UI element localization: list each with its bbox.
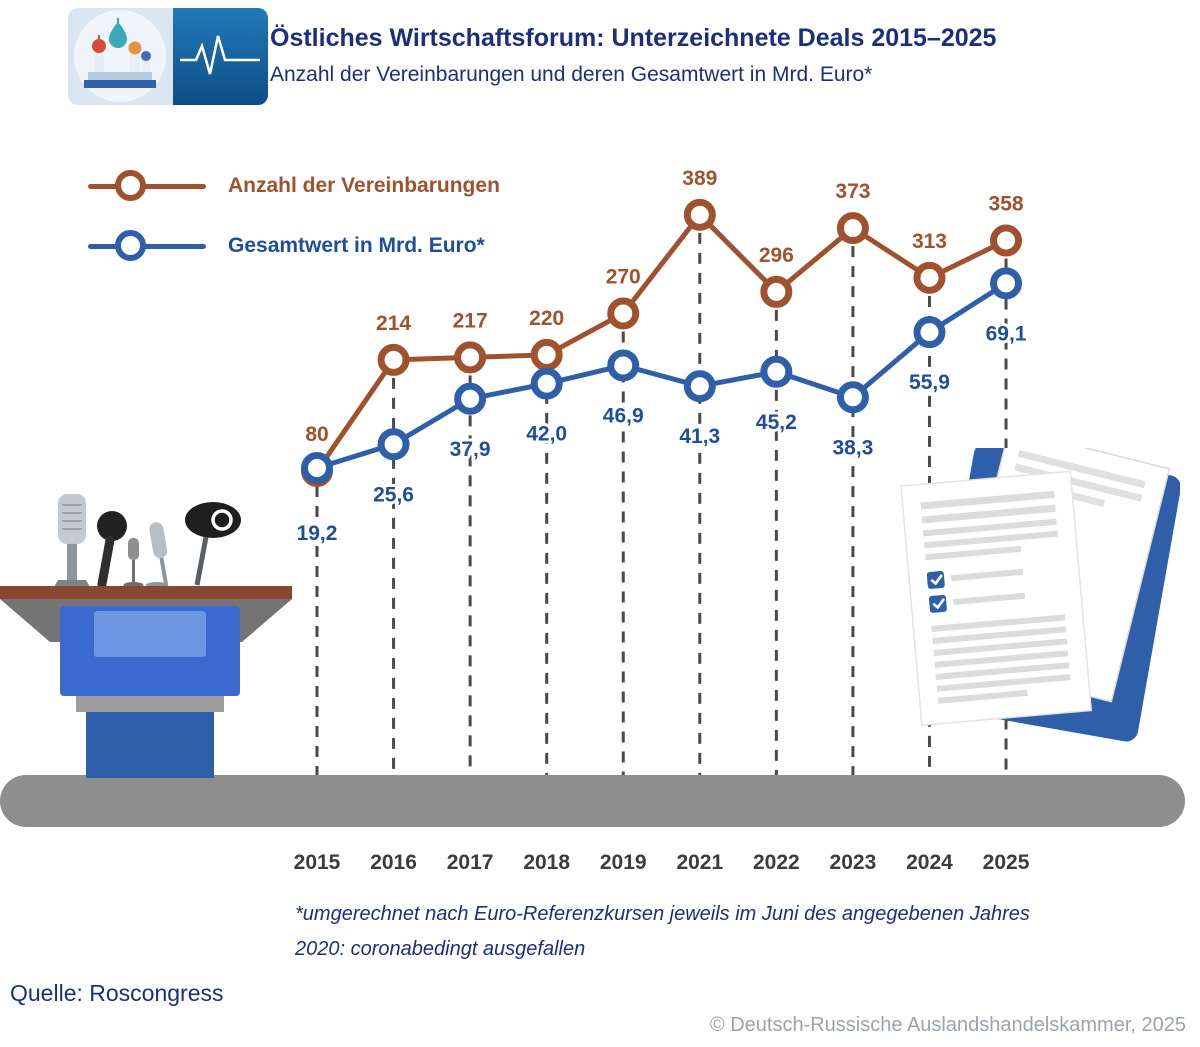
- microphones-icon: [54, 494, 241, 589]
- value-label: 358: [989, 193, 1024, 216]
- podium-ledge: [76, 696, 224, 712]
- data-point-marker: [607, 297, 640, 330]
- value-label: 45,2: [756, 411, 797, 434]
- year-label: 2016: [370, 851, 417, 874]
- floor-bar: [0, 775, 1185, 827]
- value-label: 220: [529, 307, 564, 330]
- data-point-marker: [454, 341, 487, 374]
- value-label: 313: [912, 230, 947, 253]
- legend: Anzahl der Vereinbarungen Gesamtwert in …: [88, 166, 500, 286]
- value-label: 80: [305, 423, 328, 446]
- data-point-marker: [990, 224, 1023, 257]
- year-label: 2024: [906, 851, 953, 874]
- value-label: 296: [759, 244, 794, 267]
- paper-front: [900, 470, 1093, 727]
- data-point-marker: [760, 355, 793, 388]
- podium-illustration: [0, 494, 292, 778]
- logo-pulse-panel: [173, 8, 268, 105]
- value-label: 214: [376, 312, 411, 335]
- value-label: 38,3: [832, 436, 873, 459]
- documents-illustration: [900, 448, 1180, 742]
- year-label: 2017: [447, 851, 494, 874]
- legend-label-gesamtwert: Gesamtwert in Mrd. Euro*: [228, 234, 485, 257]
- value-label: 42,0: [526, 423, 567, 446]
- legend-label-anzahl: Anzahl der Vereinbarungen: [228, 174, 500, 197]
- value-label: 373: [835, 180, 870, 203]
- value-label: 389: [682, 167, 717, 190]
- footnotes: *umgerechnet nach Euro-Referenzkursen je…: [295, 897, 1030, 967]
- data-point-marker: [301, 454, 333, 487]
- data-point-marker: [760, 275, 793, 308]
- data-point-marker: [301, 451, 333, 484]
- data-point-marker: [990, 267, 1023, 300]
- st-basils-cathedral-icon: [84, 18, 156, 88]
- year-label: 2021: [676, 851, 723, 874]
- year-label: 2015: [294, 851, 341, 874]
- value-label: 55,9: [909, 371, 950, 394]
- legend-marker-brown-icon: [88, 166, 206, 206]
- data-point-marker: [913, 261, 946, 294]
- data-point-marker: [836, 381, 869, 414]
- year-label: 2019: [600, 851, 647, 874]
- podium-desk-top: [0, 586, 292, 599]
- heartbeat-pulse-icon: [180, 35, 260, 75]
- value-label: 19,2: [297, 522, 338, 545]
- year-label: 2018: [523, 851, 570, 874]
- data-point-marker: [454, 382, 487, 415]
- footnote-2020: 2020: coronabedingt ausgefallen: [295, 938, 586, 960]
- source-note: Quelle: Roscongress: [10, 980, 224, 1006]
- podium-column: [86, 712, 214, 778]
- data-point-marker: [607, 349, 640, 382]
- data-point-marker: [530, 338, 563, 371]
- legend-marker-blue-icon: [88, 226, 206, 266]
- year-label: 2025: [983, 851, 1030, 874]
- page-title: Östliches Wirtschaftsforum: Unterzeichne…: [270, 24, 997, 52]
- page-subtitle: Anzahl der Vereinbarungen und deren Gesa…: [270, 63, 873, 86]
- value-label: 37,9: [450, 438, 491, 461]
- value-label: 46,9: [603, 404, 644, 427]
- year-label: 2022: [753, 851, 800, 874]
- data-point-marker: [377, 428, 410, 461]
- data-point-marker: [913, 316, 946, 349]
- value-label: 217: [453, 309, 488, 332]
- data-point-marker: [530, 367, 563, 400]
- year-label: 2023: [830, 851, 877, 874]
- legend-item-gesamtwert: Gesamtwert in Mrd. Euro*: [88, 226, 500, 266]
- legend-item-anzahl: Anzahl der Vereinbarungen: [88, 166, 500, 206]
- value-label: 270: [606, 265, 641, 288]
- value-label: 25,6: [373, 483, 414, 506]
- value-label: 69,1: [986, 322, 1027, 345]
- data-point-marker: [836, 212, 869, 245]
- series-line-1: [316, 281, 1008, 471]
- logo: [68, 8, 268, 105]
- podium-screen: [94, 611, 206, 657]
- value-label: 41,3: [679, 425, 720, 448]
- data-point-marker: [683, 198, 716, 231]
- copyright-note: © Deutsch-Russische Auslandshandelskamme…: [709, 1014, 1186, 1036]
- footnote-exchange-rate: *umgerechnet nach Euro-Referenzkursen je…: [295, 903, 1030, 925]
- data-point-marker: [683, 370, 716, 403]
- data-point-marker: [377, 343, 410, 376]
- header: Östliches Wirtschaftsforum: Unterzeichne…: [270, 24, 996, 87]
